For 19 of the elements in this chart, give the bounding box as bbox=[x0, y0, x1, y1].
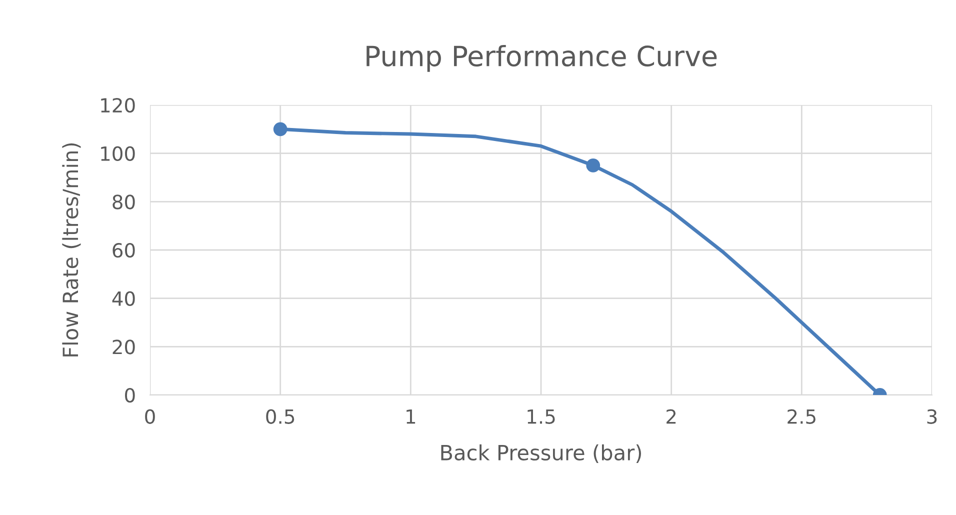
x-tick-label: 0 bbox=[145, 409, 155, 424]
y-tick-label: 40 bbox=[112, 291, 135, 306]
x-tick-label: 3 bbox=[927, 409, 937, 424]
y-axis-title: Flow Rate (ltres/min) bbox=[62, 143, 81, 356]
y-tick-label: 20 bbox=[112, 340, 135, 354]
x-tick-label: 1.5 bbox=[528, 409, 555, 424]
y-tick-label: 120 bbox=[101, 98, 135, 113]
y-tick-label: 0 bbox=[125, 388, 135, 403]
y-tick-label: 100 bbox=[101, 146, 135, 161]
chart-title: Pump Performance Curve bbox=[366, 45, 717, 72]
x-axis-title: Back Pressure (bar) bbox=[441, 444, 641, 463]
y-tick-label: 80 bbox=[112, 194, 135, 210]
x-tick-label: 2.5 bbox=[788, 409, 816, 424]
point bbox=[273, 122, 288, 136]
x-tick-label: 1 bbox=[406, 409, 416, 424]
point bbox=[586, 158, 600, 172]
x-tick-label: 2 bbox=[666, 409, 676, 424]
y-tick-label: 60 bbox=[112, 242, 135, 258]
x-tick-label: 0.5 bbox=[266, 409, 294, 424]
